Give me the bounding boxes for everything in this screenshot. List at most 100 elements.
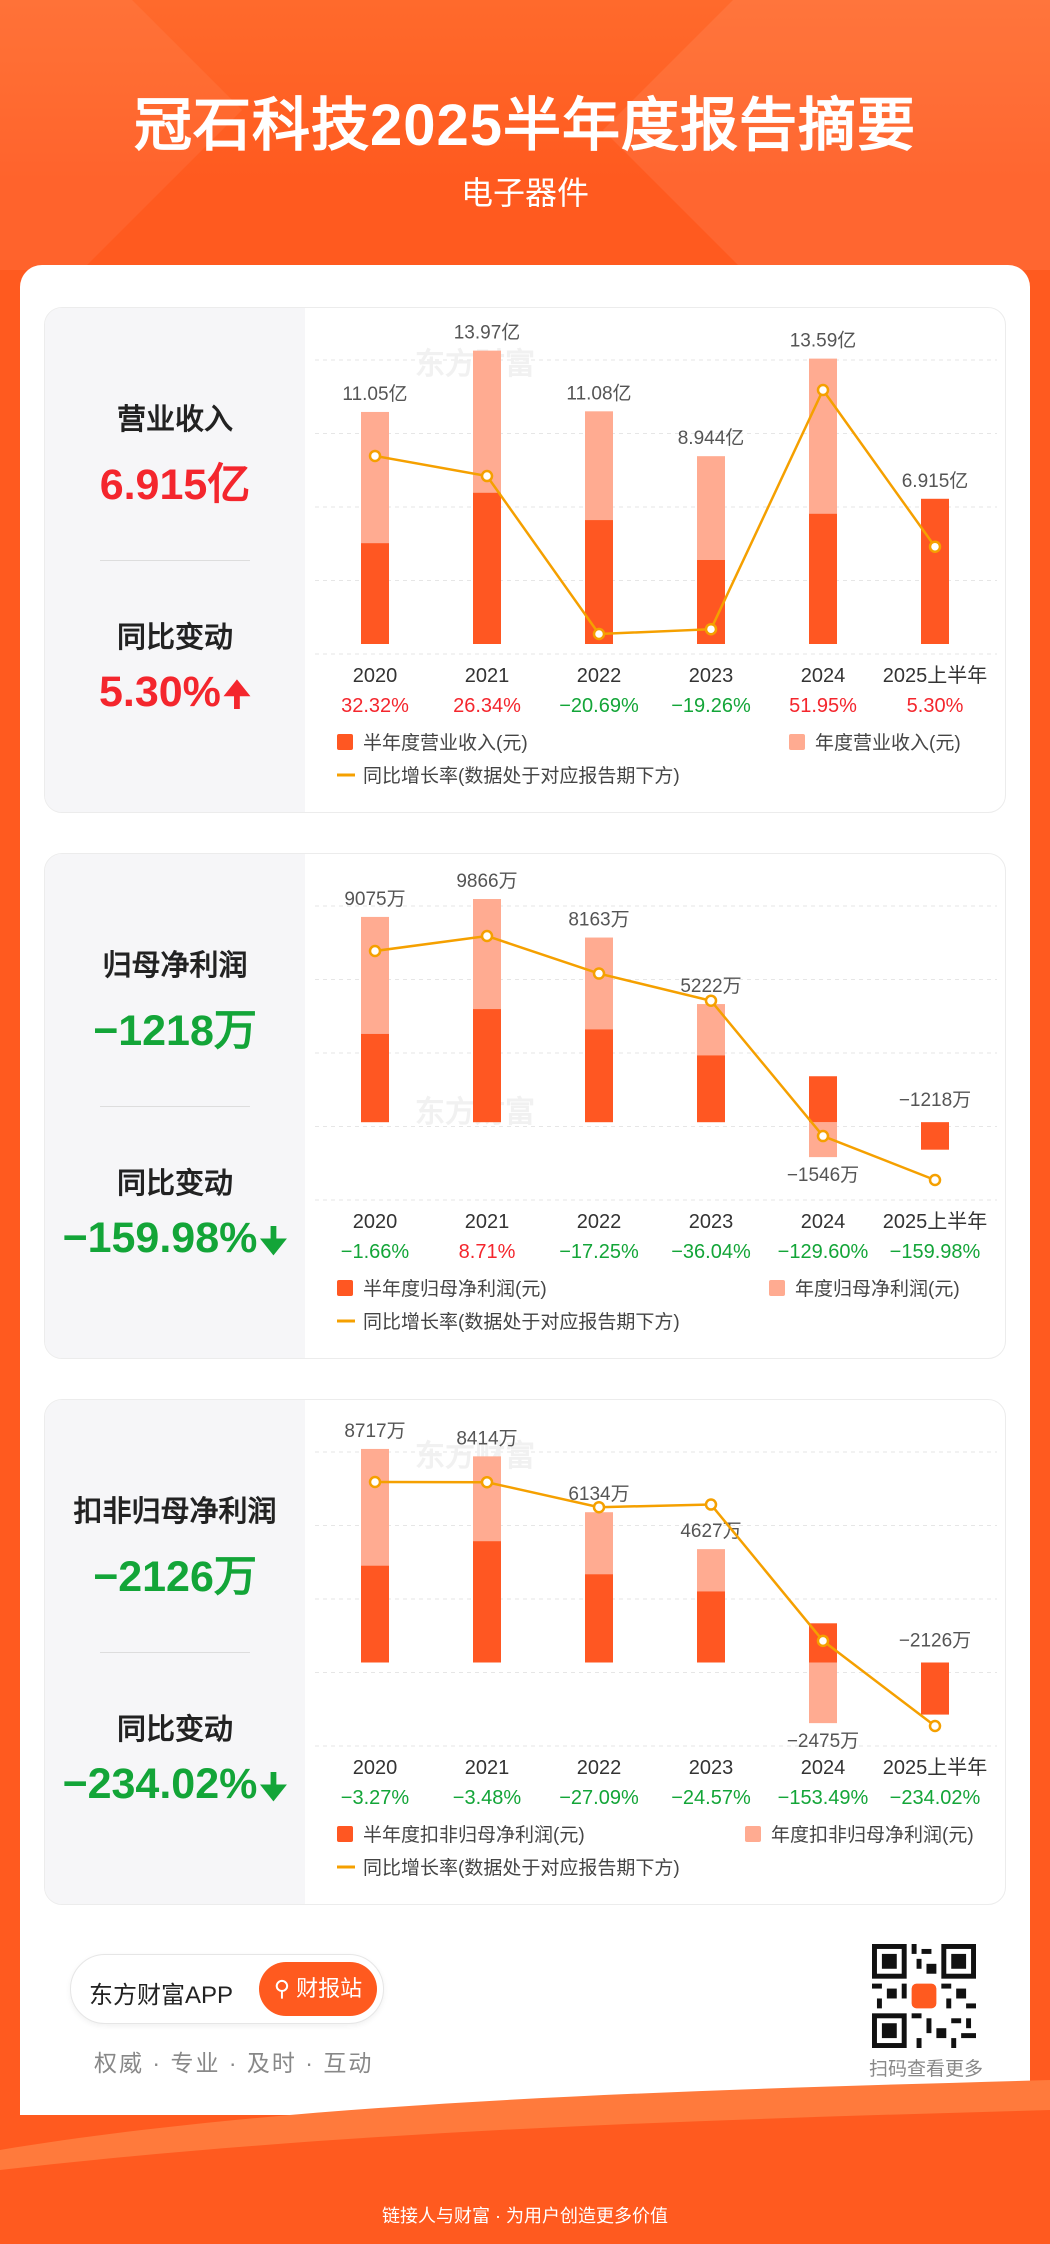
- legend-half: 半年度营业收入(元): [363, 732, 528, 754]
- growth-label: 26.34%: [453, 695, 521, 717]
- value-label: 11.08亿: [566, 382, 631, 404]
- value-label: 4627万: [680, 1521, 741, 1542]
- growth-label: 5.30%: [907, 695, 964, 717]
- category-label: 2021: [465, 665, 510, 687]
- growth-label: −19.26%: [671, 695, 751, 717]
- value-label: 13.59亿: [790, 330, 857, 352]
- half-year-bar: [921, 1662, 949, 1715]
- footer-wave: [0, 2080, 1050, 2244]
- growth-label: 32.32%: [341, 695, 409, 717]
- footer: 东方财富APP ⚲ 财报站 权威 · 专业 · 及时 · 互动 扫码查看更多: [20, 1930, 1030, 2140]
- change-value-row: 5.30%🠉: [45, 668, 305, 728]
- arrow-up-icon: 🠉: [222, 676, 252, 714]
- growth-point: [928, 540, 942, 553]
- growth-label: −153.49%: [778, 1787, 869, 1809]
- category-label: 2024: [801, 1757, 846, 1779]
- half-year-bar: [361, 1565, 389, 1663]
- growth-line: [374, 934, 936, 1182]
- growth-point: [704, 1498, 718, 1511]
- growth-point: [816, 1634, 830, 1648]
- change-value: −159.98%: [62, 1214, 258, 1262]
- half-year-bar: [809, 513, 837, 644]
- divider: [100, 560, 250, 561]
- app-pill[interactable]: 东方财富APP ⚲ 财报站: [70, 1954, 384, 2024]
- header-banner: 冠石科技2025半年度报告摘要 电子器件: [0, 0, 1050, 270]
- value-label: 13.97亿: [454, 322, 521, 344]
- half-year-bar: [361, 543, 389, 644]
- change-value-row: −159.98%🠋: [45, 1214, 305, 1274]
- growth-point: [480, 929, 494, 943]
- value-label: 11.05亿: [342, 383, 407, 405]
- half-year-bar: [473, 492, 501, 644]
- divider: [100, 1652, 250, 1653]
- category-label: 2022: [577, 1757, 622, 1779]
- half-year-bar: [473, 1541, 501, 1663]
- change-value: 5.30%: [98, 668, 221, 716]
- growth-point: [368, 449, 382, 463]
- change-value: −234.02%: [62, 1760, 258, 1808]
- metric-panel: 扣非归母净利润 −2126万 同比变动 −234.02%🠋: [45, 1400, 305, 1904]
- legend-annual: 年度归母净利润(元): [795, 1278, 960, 1300]
- growth-label: −1.66%: [341, 1241, 410, 1263]
- value-label: −1546万: [787, 1165, 859, 1186]
- half-year-bar: [809, 1076, 837, 1123]
- growth-point: [592, 627, 606, 641]
- value-label: 8163万: [568, 910, 629, 931]
- legend-swatch-half: [337, 1826, 353, 1842]
- metric-panel: 归母净利润 −1218万 同比变动 −159.98%🠋: [45, 854, 305, 1358]
- qr-code-icon[interactable]: [872, 1944, 976, 2048]
- arrow-down-icon: 🠋: [259, 1222, 288, 1260]
- legend-line: 同比增长率(数据处于对应报告期下方): [363, 1857, 680, 1879]
- category-label: 2022: [577, 1211, 622, 1233]
- growth-label: −234.02%: [890, 1787, 981, 1809]
- half-year-bar: [361, 1033, 389, 1123]
- legend-swatch-annual: [789, 734, 805, 750]
- category-label: 2023: [689, 665, 734, 687]
- growth-point: [592, 967, 606, 980]
- metric-label: 归母净利润: [102, 950, 248, 982]
- growth-point: [928, 1173, 942, 1187]
- half-year-bar: [697, 1591, 725, 1663]
- slogan: 权威 · 专业 · 及时 · 互动: [94, 2050, 374, 2076]
- category-label: 2020: [353, 665, 398, 687]
- half-year-bar: [473, 1009, 501, 1123]
- growth-label: −129.60%: [778, 1241, 869, 1263]
- change-label: 同比变动: [116, 1714, 233, 1746]
- category-label: 2025上半年: [883, 1210, 988, 1233]
- value-label: 6.915亿: [902, 470, 969, 492]
- annual-bar: [809, 1662, 837, 1724]
- page-title: 冠石科技2025半年度报告摘要: [133, 93, 917, 158]
- arrow-down-icon: 🠋: [259, 1768, 288, 1806]
- page-subtitle: 电子器件: [460, 175, 589, 211]
- metric-value: 6.915亿: [99, 461, 251, 509]
- category-label: 2025上半年: [883, 1756, 988, 1779]
- half-year-bar: [585, 1574, 613, 1663]
- growth-label: −20.69%: [559, 695, 639, 717]
- growth-point: [816, 383, 830, 397]
- net-profit-chart: 东方财富9075万2020−1.66%9866万20218.71%8163万20…: [315, 871, 997, 1333]
- growth-label: −159.98%: [890, 1241, 981, 1263]
- value-label: 9866万: [456, 871, 517, 892]
- bottom-tagline: 链接人与财富 · 为用户创造更多价值: [382, 2206, 668, 2226]
- report-station-button[interactable]: ⚲ 财报站: [259, 1962, 377, 2016]
- growth-point: [368, 1475, 382, 1489]
- value-label: −2475万: [787, 1731, 859, 1752]
- category-label: 2021: [465, 1211, 510, 1233]
- legend-half: 半年度归母净利润(元): [363, 1278, 547, 1300]
- revenue-section: 营业收入 6.915亿 同比变动 5.30%🠉 东方财富11.05亿202032…: [44, 307, 1006, 813]
- change-value-row: −234.02%🠋: [45, 1760, 305, 1820]
- category-label: 2020: [353, 1757, 398, 1779]
- half-year-bar: [585, 1029, 613, 1123]
- growth-point: [368, 944, 382, 958]
- value-label: −2126万: [899, 1631, 971, 1652]
- metric-label: 营业收入: [116, 404, 233, 436]
- net-profit-section: 归母净利润 −1218万 同比变动 −159.98%🠋 东方财富9075万202…: [44, 853, 1006, 1359]
- category-label: 2024: [801, 665, 846, 687]
- growth-point: [928, 1719, 942, 1733]
- half-year-bar: [585, 520, 613, 644]
- legend-swatch-half: [337, 1280, 353, 1296]
- deducted-net-profit-section: 扣非归母净利润 −2126万 同比变动 −234.02%🠋 东方财富8717万2…: [44, 1399, 1006, 1905]
- growth-point: [816, 1129, 830, 1143]
- category-label: 2020: [353, 1211, 398, 1233]
- legend-swatch-half: [337, 734, 353, 750]
